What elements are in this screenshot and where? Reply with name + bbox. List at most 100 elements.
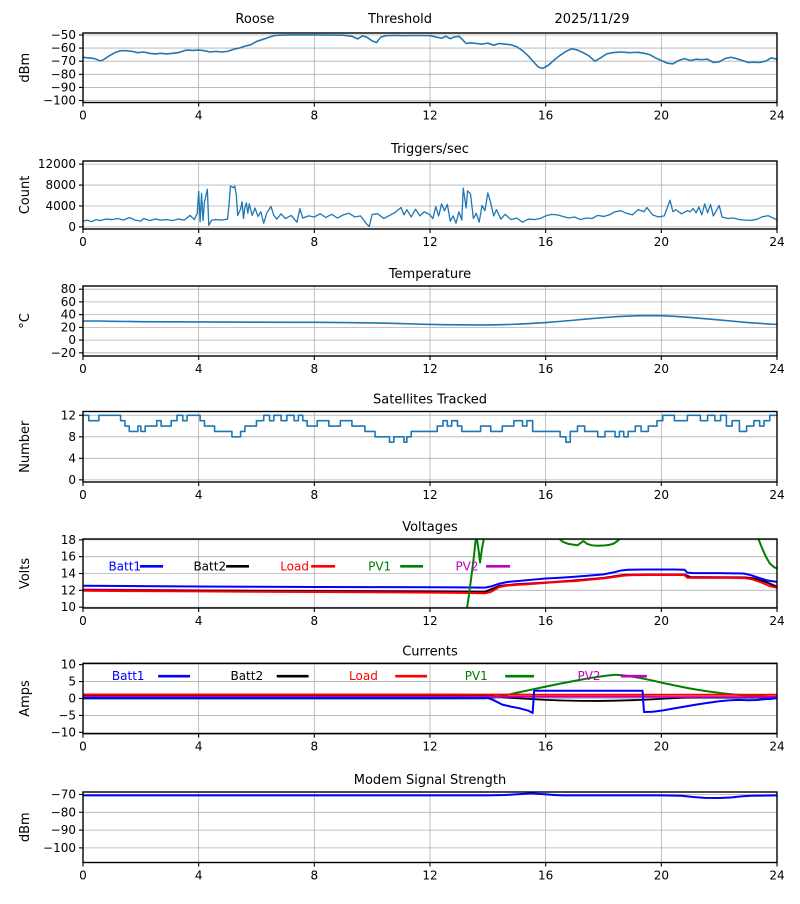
mode-title: Threshold [368, 12, 432, 27]
legend-label-pv1-currents: PV1 [465, 669, 488, 683]
svg-text:−60: −60 [51, 41, 76, 55]
svg-text:20: 20 [654, 488, 669, 502]
svg-text:4: 4 [195, 488, 203, 502]
svg-text:16: 16 [538, 869, 553, 883]
svg-text:12: 12 [422, 869, 437, 883]
ylabel-modem: dBm [18, 812, 33, 842]
svg-text:4000: 4000 [45, 199, 76, 213]
svg-text:8: 8 [311, 488, 319, 502]
svg-text:12: 12 [422, 362, 437, 376]
legend-label-load-voltages: Load [280, 559, 309, 573]
legend-voltages: Batt1 Batt2 Load PV1 PV2 [108, 559, 510, 573]
svg-text:0: 0 [79, 109, 87, 123]
svg-text:16: 16 [538, 235, 553, 249]
svg-text:4: 4 [195, 740, 203, 754]
svg-text:80: 80 [61, 282, 76, 296]
svg-text:16: 16 [61, 550, 76, 564]
svg-text:−70: −70 [51, 54, 76, 68]
svg-text:8: 8 [311, 614, 319, 628]
ticks-threshold [79, 35, 777, 107]
svg-text:8: 8 [311, 740, 319, 754]
svg-text:8000: 8000 [45, 178, 76, 192]
svg-text:20: 20 [654, 614, 669, 628]
ticks-satellites [79, 415, 777, 486]
panel-title-temperature: Temperature [388, 267, 471, 282]
svg-text:18: 18 [61, 533, 76, 547]
svg-text:16: 16 [538, 109, 553, 123]
svg-text:20: 20 [654, 869, 669, 883]
svg-text:12000: 12000 [38, 157, 76, 171]
ylabel-threshold: dBm [18, 53, 33, 83]
svg-text:−80: −80 [51, 67, 76, 81]
svg-text:60: 60 [61, 295, 76, 309]
svg-text:14: 14 [61, 567, 76, 581]
svg-text:−90: −90 [51, 823, 76, 837]
svg-text:4: 4 [195, 869, 203, 883]
ylabel-triggers: Count [18, 176, 33, 215]
svg-text:8: 8 [311, 235, 319, 249]
legend-label-pv1-voltages: PV1 [368, 559, 391, 573]
grid-modem [83, 792, 777, 863]
ticks-triggers [79, 164, 777, 233]
grid-triggers [83, 161, 777, 229]
svg-text:16: 16 [538, 614, 553, 628]
svg-text:4: 4 [195, 614, 203, 628]
svg-text:24: 24 [769, 488, 784, 502]
legend-label-batt2-currents: Batt2 [230, 669, 263, 683]
svg-text:−90: −90 [51, 80, 76, 94]
svg-text:24: 24 [769, 740, 784, 754]
svg-text:12: 12 [422, 614, 437, 628]
svg-text:24: 24 [769, 362, 784, 376]
svg-text:0: 0 [79, 614, 87, 628]
panel-title-triggers: Triggers/sec [390, 142, 469, 157]
svg-text:0: 0 [79, 740, 87, 754]
legend-label-load-currents: Load [349, 669, 378, 683]
svg-text:8: 8 [311, 869, 319, 883]
svg-text:−20: −20 [51, 346, 76, 360]
legend-label-batt1-currents: Batt1 [112, 669, 145, 683]
svg-text:4: 4 [195, 362, 203, 376]
panel-title-modem: Modem Signal Strength [354, 773, 507, 788]
grid-threshold [83, 33, 777, 103]
svg-text:12: 12 [422, 488, 437, 502]
svg-text:0: 0 [79, 362, 87, 376]
svg-text:4: 4 [195, 235, 203, 249]
legend-label-pv2-voltages: PV2 [455, 559, 478, 573]
panel-title-currents: Currents [402, 644, 458, 659]
svg-text:40: 40 [61, 308, 76, 322]
svg-text:−80: −80 [51, 805, 76, 819]
svg-text:24: 24 [769, 869, 784, 883]
date-title: 2025/11/29 [555, 12, 630, 27]
svg-text:4: 4 [195, 109, 203, 123]
svg-text:0: 0 [79, 235, 87, 249]
svg-text:12: 12 [422, 109, 437, 123]
legend-label-batt1-voltages: Batt1 [108, 559, 141, 573]
svg-text:12: 12 [422, 235, 437, 249]
svg-text:8: 8 [68, 430, 76, 444]
ylabel-satellites: Number [18, 420, 33, 473]
svg-text:0: 0 [68, 473, 76, 487]
svg-text:20: 20 [654, 740, 669, 754]
panel-title-voltages: Voltages [402, 520, 458, 535]
svg-text:10: 10 [61, 600, 76, 614]
svg-text:−70: −70 [51, 787, 76, 801]
svg-text:8: 8 [311, 362, 319, 376]
svg-text:20: 20 [654, 109, 669, 123]
legend-label-batt2-voltages: Batt2 [193, 559, 226, 573]
ylabel-temperature: °C [18, 313, 33, 329]
grid-temperature [83, 286, 777, 356]
